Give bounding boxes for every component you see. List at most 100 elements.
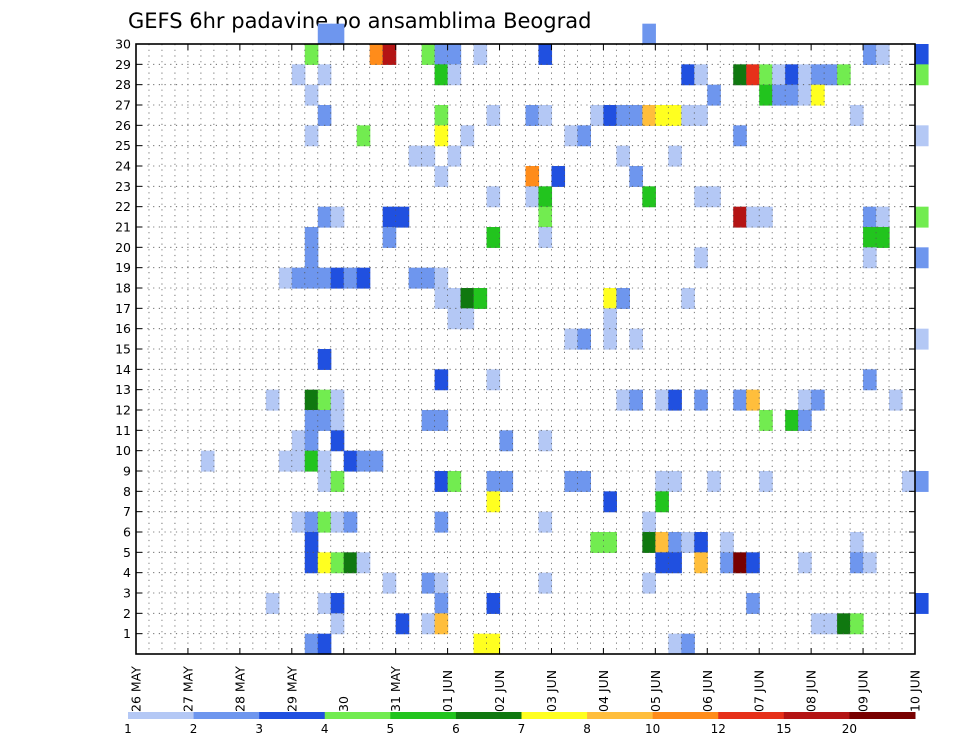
heatmap-cell xyxy=(863,247,877,269)
heatmap-cell xyxy=(291,511,306,533)
heatmap-cell xyxy=(798,64,812,86)
heatmap-cell xyxy=(343,267,358,289)
heatmap-cell xyxy=(317,267,332,289)
heatmap-cell xyxy=(395,206,410,228)
heatmap-cell xyxy=(707,84,721,106)
heatmap-cell xyxy=(668,471,682,492)
heatmap-cell xyxy=(538,105,553,126)
y-tick-label: 9 xyxy=(123,464,131,479)
x-tick-label: 07 JUN xyxy=(752,670,767,712)
colorbar-label: 8 xyxy=(583,722,591,736)
heatmap-cell xyxy=(447,64,462,86)
heatmap-cell xyxy=(798,410,812,431)
heatmap-cell xyxy=(343,552,358,574)
heatmap-cell xyxy=(629,389,643,411)
heatmap-cell xyxy=(863,369,877,391)
heatmap-cell xyxy=(356,125,371,147)
y-tick-label: 22 xyxy=(115,199,131,214)
heatmap-cell xyxy=(278,450,293,472)
heatmap-cell xyxy=(616,105,630,126)
heatmap-cell xyxy=(538,44,553,65)
heatmap-cell xyxy=(603,491,617,513)
y-tick-label: 1 xyxy=(123,626,131,641)
heatmap-cell xyxy=(291,64,306,86)
heatmap-cell xyxy=(577,328,592,350)
y-tick-label: 20 xyxy=(115,240,131,255)
x-tick-label: 29 MAY xyxy=(284,666,299,712)
heatmap-cell xyxy=(629,328,643,350)
heatmap-cell xyxy=(434,471,449,492)
colorbar-swatch xyxy=(521,712,588,719)
heatmap-cell xyxy=(538,227,553,248)
heatmap-cell xyxy=(642,23,656,45)
heatmap-cell xyxy=(317,64,332,86)
y-tick-label: 6 xyxy=(123,525,131,540)
heatmap-cell xyxy=(317,552,332,574)
heatmap-cell xyxy=(863,44,877,65)
heatmap-cell xyxy=(603,532,617,553)
chart-title: GEFS 6hr padavine po ansamblima Beograd xyxy=(128,9,591,33)
heatmap-cell xyxy=(330,267,345,289)
heatmap-cell xyxy=(668,389,682,411)
colorbar-swatch xyxy=(259,712,326,719)
heatmap-cell xyxy=(681,64,695,86)
heatmap-cell xyxy=(668,633,682,655)
y-tick-label: 15 xyxy=(115,342,131,357)
heatmap-cell xyxy=(824,613,838,635)
x-tick-label: 04 JUN xyxy=(596,670,611,712)
heatmap-cell xyxy=(447,145,462,167)
heatmap-cell xyxy=(577,471,592,492)
heatmap-cell xyxy=(330,206,345,228)
heatmap-cell xyxy=(720,552,734,574)
heatmap-cell xyxy=(434,410,449,431)
y-tick-label: 12 xyxy=(115,403,131,418)
heatmap-cell xyxy=(265,389,280,411)
heatmap-cell xyxy=(850,552,864,574)
heatmap-cell xyxy=(304,389,319,411)
heatmap-cell xyxy=(733,552,747,574)
heatmap-cell xyxy=(317,593,332,614)
colorbar-swatch xyxy=(587,712,654,719)
heatmap-cell xyxy=(421,267,436,289)
heatmap-cell xyxy=(915,206,929,228)
heatmap-cell xyxy=(421,572,436,594)
y-tick-label: 7 xyxy=(123,504,131,519)
heatmap-cell xyxy=(655,105,669,126)
y-tick-label: 21 xyxy=(115,220,131,235)
colorbar-label: 3 xyxy=(255,722,263,736)
x-tick-label: 06 JUN xyxy=(700,670,715,712)
heatmap-cell xyxy=(200,450,215,472)
heatmap-cell xyxy=(317,633,332,655)
y-tick-label: 3 xyxy=(123,586,131,601)
heatmap-cell xyxy=(499,471,514,492)
y-tick-label: 18 xyxy=(115,281,131,296)
heatmap-cell xyxy=(616,145,630,167)
heatmap-cell xyxy=(850,105,864,126)
x-tick-label: 08 JUN xyxy=(804,670,819,712)
heatmap-cell xyxy=(694,186,708,208)
heatmap-cell xyxy=(460,125,475,147)
heatmap-cell xyxy=(603,105,617,126)
colorbar-swatch xyxy=(652,712,719,719)
heatmap-cell xyxy=(447,288,462,309)
heatmap-cell xyxy=(785,84,799,106)
heatmap-cell xyxy=(850,532,864,553)
heatmap-cell xyxy=(733,206,747,228)
heatmap-cell xyxy=(330,23,345,45)
y-tick-label: 23 xyxy=(115,179,131,194)
heatmap-cell xyxy=(733,389,747,411)
heatmap-cell xyxy=(603,308,617,330)
heatmap-cell xyxy=(382,572,397,594)
heatmap-cell xyxy=(785,410,799,431)
heatmap-cell xyxy=(759,206,773,228)
heatmap-cell xyxy=(317,471,332,492)
heatmap-cell xyxy=(564,125,579,147)
heatmap-cell xyxy=(434,105,449,126)
heatmap-cell xyxy=(382,206,397,228)
colorbar-label: 6 xyxy=(452,722,460,736)
colorbar-swatch xyxy=(390,712,457,719)
y-tick-label: 4 xyxy=(123,565,131,580)
heatmap-cell xyxy=(486,227,501,248)
heatmap-cell xyxy=(304,532,319,553)
x-tick-label: 03 JUN xyxy=(544,670,559,712)
